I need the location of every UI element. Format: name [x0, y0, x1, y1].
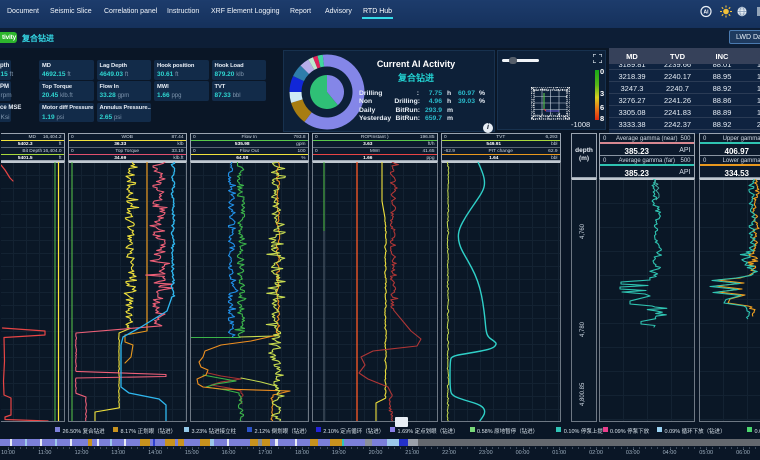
svg-text:AI: AI [704, 10, 710, 16]
